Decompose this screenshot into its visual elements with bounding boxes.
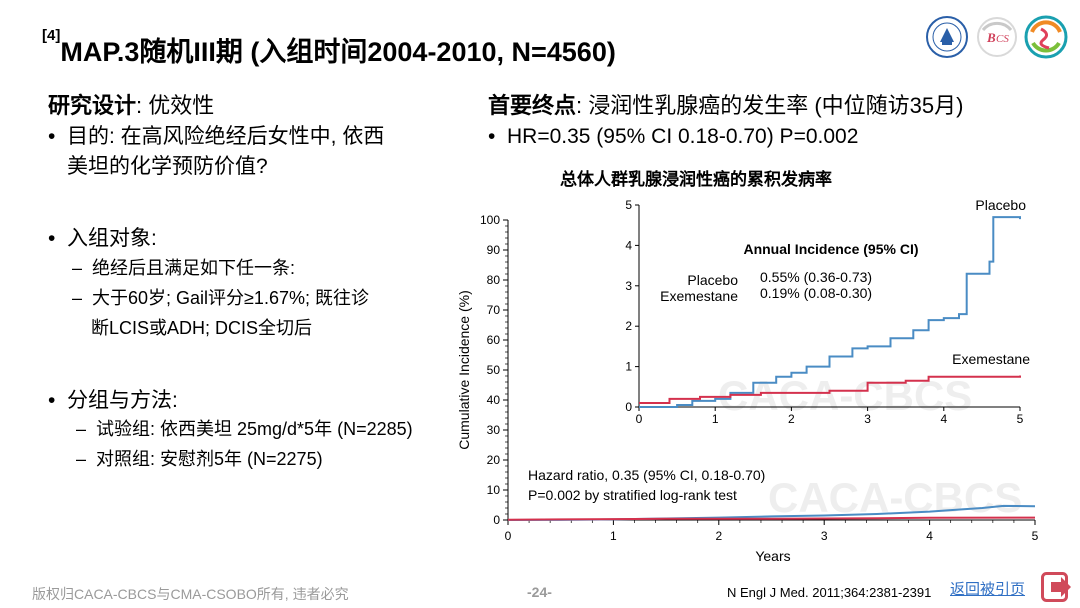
inset-series-group (639, 216, 1021, 408)
title-text: MAP.3随机III期 (入组时间2004-2010, N=4560) (60, 37, 616, 67)
y-tick-label: 20 (487, 453, 501, 467)
bcs-logo: B CS (977, 17, 1017, 57)
population-bullet: • 入组对象: (48, 224, 157, 254)
inset-axes: 0 1 2 3 4 5 0 1 2 3 4 5 (625, 198, 1023, 426)
incidence-row-value: 0.19% (0.08-0.30) (760, 285, 872, 301)
series-line-exemestane (507, 516, 1036, 521)
y-tick-label: 10 (487, 483, 501, 497)
list-item: – 大于60岁; Gail评分≥1.67%; 既往诊 (72, 283, 369, 313)
inset-x-tick-label: 2 (788, 412, 795, 426)
inset-y-tick-label: 4 (625, 238, 632, 252)
citation: N Engl J Med. 2011;364:2381-2391 (727, 585, 932, 600)
incidence-row-label: Exemestane (660, 288, 738, 304)
groups-bullet: • 分组与方法: (48, 386, 178, 416)
y-tick-label: 70 (487, 303, 501, 317)
main-series-group (507, 504, 1036, 521)
inset-series-line-exemestane (639, 375, 1021, 404)
y-tick-label: 30 (487, 423, 501, 437)
design-heading: 研究设计: 优效性 (48, 88, 214, 120)
design-value: : 优效性 (136, 93, 215, 118)
series-label-exemestane: Exemestane (952, 351, 1030, 367)
svg-text:CS: CS (996, 33, 1009, 45)
inset-series-line-placebo (639, 216, 1021, 408)
endpoint-value: : 浸润性乳腺癌的发生率 (中位随访35月) (576, 93, 964, 118)
bullet-dot: • (48, 125, 56, 148)
dash-marker: – (76, 449, 97, 469)
x-tick-label: 3 (821, 529, 828, 543)
incidence-row-value: 0.55% (0.36-0.73) (760, 269, 872, 285)
purpose-line-1: 目的: 在高风险绝经后女性中, 依西 (67, 125, 385, 148)
inset-y-tick-label: 2 (625, 319, 632, 333)
list-item: – 绝经后且满足如下任一条: (72, 253, 369, 283)
dash-marker: – (72, 288, 93, 308)
inset-y-tick-label: 1 (625, 360, 632, 374)
cumulative-incidence-chart: 总体人群乳腺浸润性癌的累积发病率 CACA-CBCSCACA-CBCS01020… (456, 169, 1039, 564)
x-tick-label: 1 (610, 529, 617, 543)
inset-y-tick-label: 0 (625, 400, 632, 414)
bullet-dot: • (48, 389, 56, 412)
y-tick-label: 80 (487, 273, 501, 287)
annual-incidence-title: Annual Incidence (95% CI) (743, 241, 918, 257)
inset-x-tick-label: 4 (940, 412, 947, 426)
chart-title: 总体人群乳腺浸润性癌的累积发病率 (560, 169, 832, 189)
page-number: -24- (527, 584, 552, 600)
society-logo (1024, 15, 1068, 59)
y-tick-label: 40 (487, 393, 501, 407)
inset-x-tick-label: 3 (864, 412, 871, 426)
x-tick-label: 5 (1032, 529, 1039, 543)
y-tick-label: 60 (487, 333, 501, 347)
population-heading: 入组对象: (67, 227, 157, 250)
hospital-seal-logo (926, 16, 968, 58)
inset-x-tick-label: 0 (636, 412, 643, 426)
list-item-continuation: 断LCIS或ADH; DCIS全切后 (91, 318, 313, 338)
groups-heading: 分组与方法: (67, 389, 178, 412)
dash-marker: – (72, 258, 93, 278)
hazard-ratio-annotation: P=0.002 by stratified log-rank test (528, 487, 737, 503)
y-tick-label: 50 (487, 363, 501, 377)
x-axis-label: Years (755, 548, 790, 564)
endpoint-heading: 首要终点: 浸润性乳腺癌的发生率 (中位随访35月) (488, 88, 963, 120)
groups-list: – 试验组: 依西美坦 25mg/d*5年 (N=2285) – 对照组: 安慰… (76, 414, 413, 474)
y-tick-label: 0 (493, 513, 500, 527)
purpose-bullet: • 目的: 在高风险绝经后女性中, 依西 美坦的化学预防价值? (48, 122, 384, 182)
series-label-placebo: Placebo (975, 197, 1026, 213)
design-label: 研究设计 (48, 93, 137, 118)
inset-x-tick-label: 5 (1017, 412, 1024, 426)
inset-y-tick-label: 3 (625, 279, 632, 293)
inset-y-tick-label: 5 (625, 198, 632, 212)
y-axis-label: Cumulative Incidence (%) (456, 290, 472, 450)
result-text: HR=0.35 (95% CI 0.18-0.70) P=0.002 (507, 125, 859, 148)
list-item-text: 大于60岁; Gail评分≥1.67%; 既往诊 (92, 288, 369, 308)
list-item-text: 试验组: 依西美坦 25mg/d*5年 (N=2285) (96, 419, 413, 439)
main-axes: CACA-CBCSCACA-CBCS0102030405060708090100… (456, 213, 1039, 564)
slide-title: [4]MAP.3随机III期 (入组时间2004-2010, N=4560) (42, 27, 616, 69)
list-item: – 试验组: 依西美坦 25mg/d*5年 (N=2285) (76, 414, 413, 444)
list-item-text: 对照组: 安慰剂5年 (N=2275) (96, 449, 323, 469)
list-item: – 对照组: 安慰剂5年 (N=2275) (76, 444, 413, 474)
svg-text:B: B (986, 30, 996, 45)
result-bullet: • HR=0.35 (95% CI 0.18-0.70) P=0.002 (488, 122, 858, 152)
x-tick-label: 4 (926, 529, 933, 543)
dash-marker: – (76, 419, 97, 439)
hazard-ratio-annotation: Hazard ratio, 0.35 (95% CI, 0.18-0.70) (528, 467, 765, 483)
logo-group: B CS (925, 12, 1070, 62)
x-tick-label: 2 (715, 529, 722, 543)
y-tick-label: 100 (480, 213, 500, 227)
incidence-row-label: Placebo (687, 272, 738, 288)
back-arrow-icon[interactable] (1041, 572, 1073, 602)
reference-marker: [4] (42, 27, 61, 44)
y-tick-label: 90 (487, 243, 501, 257)
purpose-line-2: 美坦的化学预防价值? (67, 155, 268, 178)
list-item-text: 绝经后且满足如下任一条: (92, 258, 296, 278)
endpoint-label: 首要终点 (488, 93, 577, 118)
bullet-dot: • (488, 125, 496, 148)
back-to-referring-page-link[interactable]: 返回被引页 (950, 581, 1026, 598)
x-tick-label: 0 (505, 529, 512, 543)
bullet-dot: • (48, 227, 56, 250)
inset-x-tick-label: 1 (712, 412, 719, 426)
copyright-notice: 版权归CACA-CBCS与CMA-CSOBO所有, 违者必究 (32, 586, 349, 602)
population-list: – 绝经后且满足如下任一条: – 大于60岁; Gail评分≥1.67%; 既往… (72, 253, 369, 343)
